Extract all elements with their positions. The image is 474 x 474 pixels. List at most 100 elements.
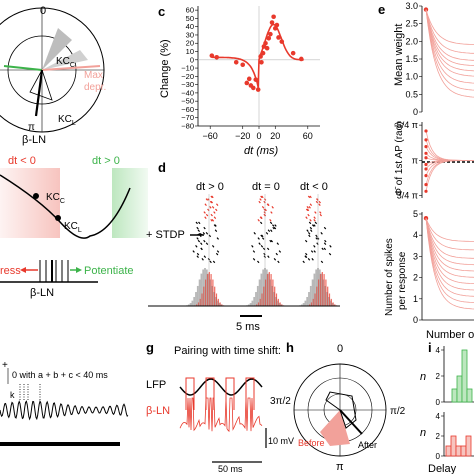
- e2-ylabel: Φ̄ of 1st AP (rad): [394, 122, 405, 197]
- d-spike: [306, 206, 309, 209]
- d-spike: [308, 206, 311, 209]
- d-hist-bar-red: [263, 286, 265, 306]
- d-group-2: dt = 0: [252, 181, 280, 193]
- d-spike: [205, 242, 209, 245]
- h-angle-pi: π: [336, 461, 344, 473]
- d-hist-bar-gray: [313, 273, 316, 306]
- c-ytick-label: 60: [186, 6, 194, 15]
- d-hist-bar-gray: [213, 292, 215, 306]
- d-spike: [216, 250, 220, 253]
- d-hist-bar-red: [334, 304, 336, 306]
- d-spike: [313, 250, 316, 253]
- d-hist-bar-gray: [315, 269, 318, 306]
- d-spike: [252, 258, 256, 261]
- d-hist-bar-gray: [216, 300, 219, 306]
- d-hist-bar-red: [318, 279, 320, 306]
- d-spike: [197, 229, 200, 232]
- h-before-label: Before: [298, 438, 325, 448]
- e3-series-line: [425, 218, 474, 272]
- panel-i: i 0 2 4 0 2 4 n n Delay: [420, 340, 474, 474]
- d-spike: [305, 216, 308, 219]
- d-hist-bar-red: [274, 286, 276, 306]
- d-spike: [261, 237, 265, 240]
- d-hist-bar-red: [219, 302, 221, 306]
- d-hist-bar-gray: [258, 279, 261, 306]
- c-ytick-label: −70: [181, 113, 194, 122]
- panel-letter-i: i: [428, 340, 432, 355]
- d-spike: [321, 247, 324, 251]
- d-spike: [319, 213, 323, 217]
- d-spike: [261, 206, 265, 209]
- d-spike: [212, 260, 216, 264]
- d-hist-bar-red: [210, 274, 212, 306]
- h-after-outline: [325, 391, 357, 429]
- d-hist-bar-red: [206, 274, 209, 306]
- e2-start-point: [424, 151, 428, 155]
- d-hist-bar-red: [312, 298, 314, 306]
- d-hist-bar-gray: [191, 300, 194, 306]
- e1-series-line: [425, 9, 474, 84]
- c-point: [258, 54, 263, 59]
- d-spike: [259, 221, 263, 225]
- d-hist-bar-gray: [195, 292, 197, 306]
- e1-tick-label: 2.0: [405, 36, 418, 46]
- d-spike: [308, 234, 311, 238]
- d-spike: [315, 237, 318, 240]
- c-point: [268, 31, 273, 37]
- d-hist-bar-red: [196, 304, 198, 306]
- i-tick-label-bottom: 2: [436, 432, 441, 441]
- c-point: [279, 39, 285, 44]
- d-hist-bar-gray: [253, 296, 256, 306]
- d-spike: [315, 234, 318, 238]
- d-hist-bar-red: [323, 274, 325, 306]
- e2-series-line: [425, 139, 474, 161]
- c-xtick-label: −20: [235, 131, 250, 141]
- d-hist-bar-gray: [324, 285, 327, 306]
- d-spike: [214, 224, 217, 227]
- e2-start-point: [424, 156, 428, 160]
- d-spike: [302, 260, 305, 264]
- d-spike: [261, 195, 264, 199]
- e1-tick-label: 0: [413, 107, 418, 117]
- polar-top-plot: 0 KCC Max depr. KCL π β-LN: [0, 5, 106, 146]
- d-spike: [270, 229, 273, 232]
- d-spike: [198, 221, 201, 225]
- d-hist-bar-red: [275, 293, 278, 306]
- d-stdp-label: + STDP: [146, 229, 185, 241]
- d-hist-bar-gray: [193, 296, 196, 306]
- d-spike: [203, 211, 206, 214]
- polar-zero-label: 0: [40, 5, 46, 17]
- c-point: [263, 40, 268, 46]
- d-spike: [257, 219, 260, 222]
- d-hist-bar-gray: [255, 292, 257, 306]
- d-spike: [196, 252, 200, 256]
- d-spike: [196, 255, 199, 258]
- e2-y-ticks: 5/4 π π 3/4 π: [397, 120, 422, 200]
- d-spike: [269, 239, 272, 243]
- d-spike: [278, 250, 282, 253]
- e1-series-line: [425, 9, 474, 54]
- e1-series-line: [425, 9, 474, 91]
- d-spike: [307, 195, 311, 199]
- e1-series-line: [425, 9, 474, 61]
- d-spike: [205, 213, 209, 217]
- d-spike: [216, 237, 220, 240]
- d-spike: [270, 211, 273, 214]
- depress-label: ress: [0, 265, 21, 277]
- c-ytick-label: −30: [181, 80, 194, 89]
- d-spike: [275, 252, 278, 256]
- d-hist-bar-red: [215, 293, 218, 306]
- c-ytick-label: −50: [181, 97, 194, 106]
- phase-curve: [0, 174, 131, 239]
- d-spike: [274, 224, 277, 227]
- d-hist-bar-gray: [278, 303, 281, 306]
- e1-tick-label: 3.0: [405, 1, 418, 11]
- d-hist-bar-gray: [329, 300, 332, 306]
- d-spike: [210, 213, 213, 217]
- dt-neg-label: dt < 0: [8, 155, 36, 167]
- d-hist-bar-red: [319, 274, 322, 306]
- d-hist-bar-red: [328, 293, 331, 306]
- d-hist-bar-red: [199, 298, 201, 306]
- d-spike: [315, 200, 319, 204]
- e2-start-point: [424, 174, 428, 178]
